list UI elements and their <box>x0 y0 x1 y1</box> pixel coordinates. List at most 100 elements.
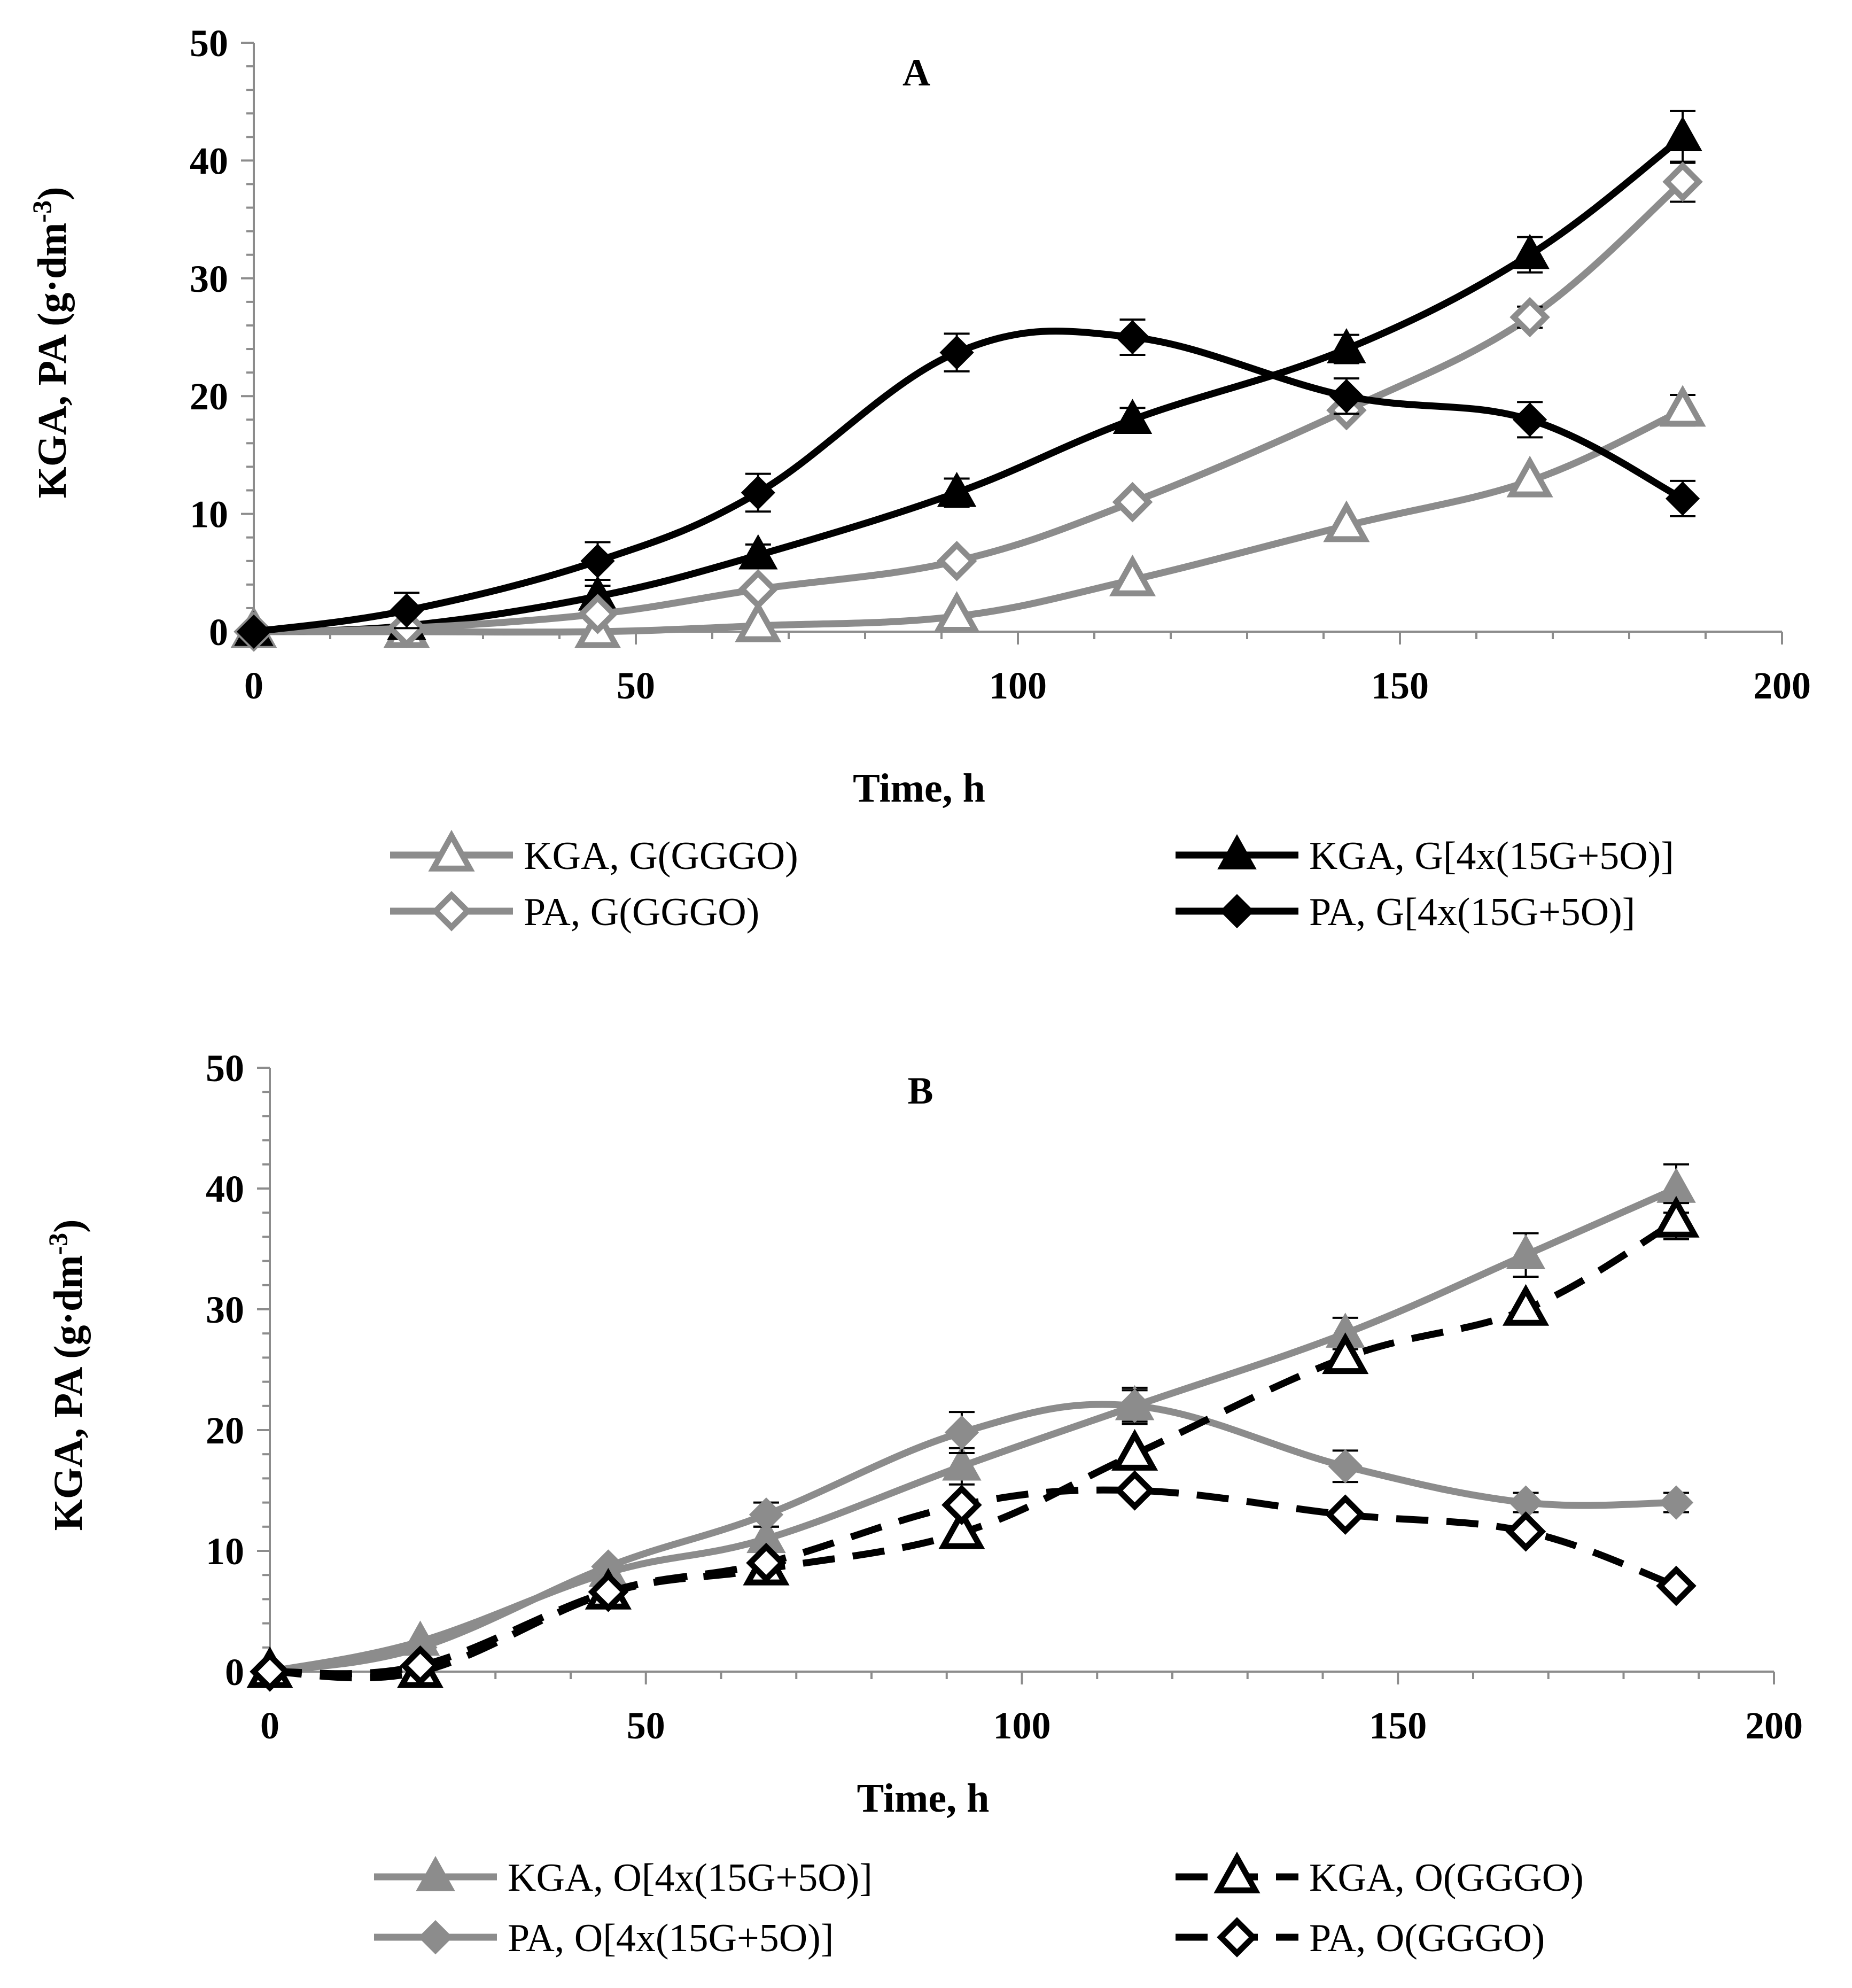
data-point <box>1329 379 1364 414</box>
data-point <box>580 543 615 578</box>
x-tick-label: 50 <box>627 1704 665 1747</box>
data-point <box>1114 1470 1155 1511</box>
x-axis-title: Time, h <box>857 1776 990 1821</box>
data-point <box>1662 161 1703 202</box>
data-point <box>1512 402 1547 437</box>
series-line <box>253 328 1685 635</box>
legend-label: PA, O(GGGO) <box>1309 1916 1545 1960</box>
data-point <box>1505 1511 1546 1552</box>
y-tick-label: 10 <box>206 1530 244 1573</box>
legend-swatch-marker <box>1217 1917 1257 1958</box>
y-tick-label: 40 <box>206 1168 244 1210</box>
x-tick-label: 100 <box>993 1704 1051 1747</box>
x-tick-label: 100 <box>989 664 1047 707</box>
x-tick-label: 150 <box>1371 664 1429 707</box>
data-point <box>1506 455 1553 498</box>
data-point <box>1656 1565 1697 1606</box>
legend-label: PA, G[4x(15G+5O)] <box>1309 890 1635 934</box>
data-point <box>1659 385 1706 427</box>
data-point <box>1653 1195 1700 1238</box>
data-point <box>1663 116 1702 152</box>
legend-swatch-marker <box>428 829 475 872</box>
x-tick-label: 0 <box>244 664 263 707</box>
y-axis-title: KGA, PA (g·dm-3) <box>27 187 75 499</box>
legend-item-pa-g-4x-15g-5o: PA, G[4x(15G+5O)] <box>1176 890 1635 934</box>
legend-swatch-marker <box>416 1855 455 1891</box>
series-line <box>253 179 1685 635</box>
chart-panel-a: 0 10 20 30 40 50 0 50 100 150 200 A Time, h KGA, PA (… <box>27 22 1811 934</box>
data-point <box>1111 1428 1158 1471</box>
legend-label: PA, O[4x(15G+5O)] <box>508 1916 834 1960</box>
data-point <box>738 534 778 570</box>
x-axis-title: Time, h <box>853 766 985 811</box>
data-point <box>400 1645 441 1686</box>
data-point <box>236 614 271 649</box>
y-tick-label: 40 <box>190 139 228 182</box>
data-point <box>1115 320 1150 355</box>
data-point <box>1502 1284 1550 1326</box>
data-point <box>938 1507 985 1549</box>
data-point <box>1109 554 1156 596</box>
legend-item-kga-g-gggo: KGA, G(GGGO) <box>390 829 798 878</box>
data-point <box>577 594 618 634</box>
data-point <box>937 471 977 507</box>
legend-item-kga-o-gggo: KGA, O(GGGO) <box>1176 1851 1584 1900</box>
legend-item-kga-o-4x-15g-5o: KGA, O[4x(15G+5O)] <box>374 1855 873 1900</box>
data-point <box>749 1497 784 1532</box>
y-tick-label: 50 <box>206 1047 244 1090</box>
legend-item-pa-g-gggo: PA, G(GGGO) <box>390 890 759 934</box>
data-point <box>741 475 775 510</box>
legend-swatch-marker <box>1219 894 1255 929</box>
y-tick-label: 50 <box>190 22 228 65</box>
data-point <box>1323 500 1370 542</box>
data-point <box>1112 482 1153 523</box>
series-line <box>253 134 1685 635</box>
legend-label: PA, G(GGGO) <box>524 890 759 934</box>
series-pa-g-4x-15g-5o <box>236 318 1700 649</box>
data-point <box>1665 481 1700 516</box>
data-point <box>944 1415 979 1450</box>
panel-title: B <box>907 1069 933 1112</box>
series-kga-g-gggo <box>230 385 1706 648</box>
series-pa-o-gggo <box>250 1470 1697 1692</box>
legend-label: KGA, O(GGGO) <box>1309 1856 1584 1900</box>
x-tick-label: 50 <box>617 664 655 707</box>
x-tick-label: 200 <box>1753 664 1811 707</box>
data-point <box>1327 328 1366 363</box>
data-point <box>735 600 782 642</box>
y-tick-label: 20 <box>206 1409 244 1452</box>
y-tick-label: 0 <box>225 1651 244 1694</box>
y-tick-label: 20 <box>190 375 228 418</box>
data-point <box>746 1542 787 1583</box>
panel-title: A <box>902 51 930 94</box>
legend-item-pa-o-gggo: PA, O(GGGO) <box>1176 1916 1545 1960</box>
data-point <box>1506 1234 1546 1269</box>
data-point <box>1117 1388 1152 1423</box>
legend-label: KGA, G[4x(15G+5O)] <box>1309 834 1674 878</box>
x-tick-label: 0 <box>260 1704 279 1747</box>
data-point <box>941 1485 982 1525</box>
legend-label: KGA, G(GGGO) <box>524 834 798 878</box>
x-tick-label: 200 <box>1745 1704 1803 1747</box>
legend-swatch-marker <box>1217 834 1257 869</box>
legend-item-pa-o-4x-15g-5o: PA, O[4x(15G+5O)] <box>374 1916 834 1960</box>
series-line <box>269 1486 1678 1678</box>
series-pa-g-gggo <box>234 160 1703 652</box>
data-point <box>936 540 977 581</box>
data-point <box>588 1572 629 1612</box>
data-point <box>1112 399 1153 434</box>
data-point <box>1659 1485 1694 1520</box>
data-point <box>738 569 779 610</box>
series-line <box>269 1218 1678 1682</box>
y-tick-label: 30 <box>206 1288 244 1331</box>
y-axis-title: KGA, PA (g·dm-3) <box>43 1220 91 1531</box>
legend-item-kga-g-4x-15g-5o: KGA, G[4x(15G+5O)] <box>1176 834 1674 878</box>
x-tick-label: 150 <box>1369 1704 1427 1747</box>
y-tick-label: 30 <box>190 258 228 300</box>
legend-swatch-marker <box>418 1920 453 1955</box>
y-tick-label: 0 <box>209 611 228 654</box>
data-point <box>942 1445 982 1481</box>
data-point <box>1325 1494 1366 1535</box>
data-point <box>250 1651 290 1692</box>
